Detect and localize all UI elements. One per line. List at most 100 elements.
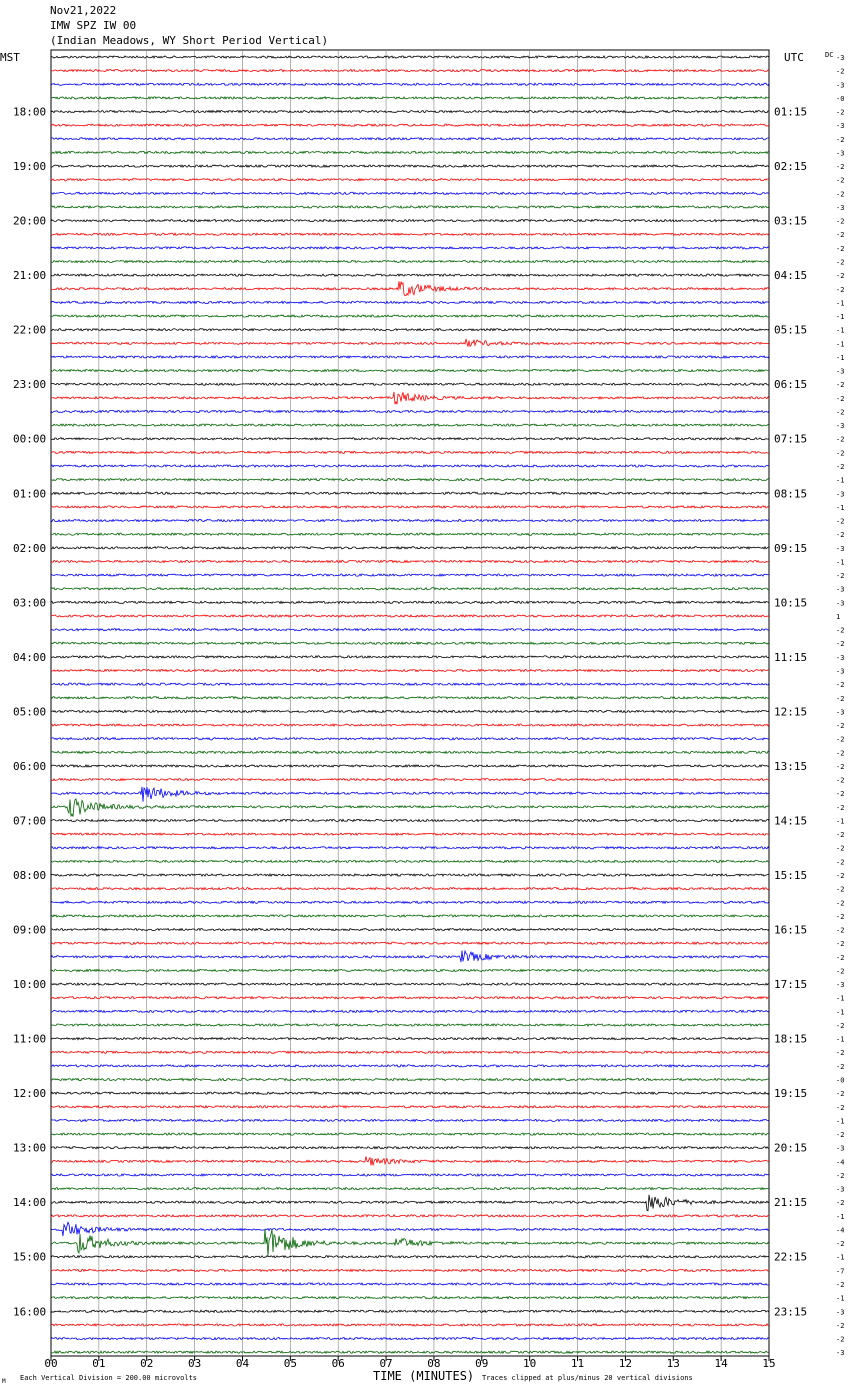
dc-offset-label: -2 [836, 231, 844, 239]
trace-row-95 [50, 1350, 770, 1355]
station-label: IMW SPZ IW 00 [50, 19, 137, 32]
dc-offset-label: -3 [836, 422, 844, 430]
dc-offset-label: -2 [836, 913, 844, 921]
trace-row-7 [50, 150, 770, 155]
trace-row-21 [50, 338, 770, 348]
utc-hour-label: 21:15 [774, 1196, 807, 1209]
dc-offset-label: -2 [836, 572, 844, 580]
trace-row-37 [50, 559, 770, 564]
dc-offset-label: -3 [836, 204, 844, 212]
trace-row-70 [50, 1009, 770, 1014]
dc-offset-label: -3 [836, 149, 844, 157]
dc-offset-label: -2 [836, 449, 844, 457]
mst-hour-label: 03:00 [13, 596, 46, 609]
utc-hour-label: 23:15 [774, 1305, 807, 1318]
utc-hour-label: 03:15 [774, 215, 807, 228]
scale-note: Each Vertical Division = 200.00 microvol… [20, 1374, 197, 1382]
trace-row-15 [50, 259, 770, 264]
trace-row-52 [50, 763, 770, 768]
trace-row-11 [50, 204, 770, 209]
trace-row-6 [50, 136, 770, 141]
trace-row-77 [50, 1104, 770, 1109]
dc-offset-label: -1 [836, 299, 844, 307]
dc-offset-label: -2 [836, 1104, 844, 1112]
utc-hour-label: 01:15 [774, 106, 807, 119]
mst-hour-label: 11:00 [13, 1033, 46, 1046]
mst-hour-label: 08:00 [13, 869, 46, 882]
dc-offset-label: -2 [836, 381, 844, 389]
dc-offset-label: -2 [836, 763, 844, 771]
trace-row-43 [50, 641, 770, 646]
trace-row-48 [51, 709, 770, 714]
trace-row-32 [50, 491, 770, 496]
dc-offset-label: -2 [836, 436, 844, 444]
x-tick-label: 11 [571, 1357, 584, 1370]
mst-hour-label: 21:00 [13, 269, 46, 282]
dc-offset-label: -3 [836, 668, 844, 676]
dc-offset-label: -2 [836, 1049, 844, 1057]
dc-offset-label: -2 [836, 927, 844, 935]
utc-hour-label: 09:15 [774, 542, 807, 555]
dc-offset-label: -3 [836, 54, 844, 62]
trace-row-18 [50, 300, 770, 305]
dc-offset-label: -2 [836, 872, 844, 880]
dc-offset-label: -2 [836, 177, 844, 185]
dc-offset-label: -1 [836, 313, 844, 321]
dc-offset-label: -3 [836, 545, 844, 553]
dc-offset-label: -2 [836, 1199, 844, 1207]
utc-hour-label: 15:15 [774, 869, 807, 882]
dc-offset-label: -1 [836, 477, 844, 485]
trace-row-84 [50, 1194, 770, 1212]
dc-offset-label: -2 [836, 109, 844, 117]
mst-hour-label: 10:00 [13, 978, 46, 991]
dc-offset-label: -2 [836, 1022, 844, 1030]
x-tick-label: 02 [140, 1357, 153, 1370]
dc-offset-label: -2 [836, 463, 844, 471]
dc-offset-label: -2 [836, 395, 844, 403]
trace-row-82 [50, 1172, 770, 1177]
dc-offset-label: -2 [836, 408, 844, 416]
trace-row-16 [50, 273, 770, 278]
traces [50, 54, 770, 1355]
plot-frame [50, 49, 770, 1357]
dc-offset-label: -2 [836, 736, 844, 744]
trace-row-55 [50, 798, 770, 818]
dc-offset-label: -2 [836, 1336, 844, 1344]
trace-row-71 [50, 1022, 770, 1027]
utc-hour-label: 19:15 [774, 1087, 807, 1100]
mst-hour-label: 18:00 [13, 106, 46, 119]
dc-offset-label: -1 [836, 1008, 844, 1016]
dc-offset-label: -2 [836, 899, 844, 907]
utc-hour-label: 20:15 [774, 1142, 807, 1155]
dc-offset-label: -3 [836, 708, 844, 716]
trace-row-4 [50, 109, 770, 114]
trace-row-87 [50, 1228, 770, 1257]
x-tick-label: 10 [523, 1357, 536, 1370]
dc-offset-label: -1 [836, 340, 844, 348]
trace-row-26 [50, 409, 770, 414]
trace-row-30 [50, 464, 770, 468]
trace-row-89 [50, 1268, 770, 1273]
x-tick-label: 15 [762, 1357, 775, 1370]
mst-hour-label: 13:00 [13, 1142, 46, 1155]
dc-offset-label: -2 [836, 831, 844, 839]
mst-hour-label: 14:00 [13, 1196, 46, 1209]
trace-row-12 [50, 218, 770, 223]
trace-row-80 [50, 1145, 770, 1150]
mst-hour-label: 16:00 [13, 1305, 46, 1318]
station-description: (Indian Meadows, WY Short Period Vertica… [50, 34, 329, 47]
dc-offset-label: -3 [836, 654, 844, 662]
x-tick-label: 12 [619, 1357, 632, 1370]
trace-row-83 [50, 1186, 770, 1191]
dc-offset-label: -2 [836, 245, 844, 253]
trace-row-85 [50, 1213, 769, 1218]
trace-row-50 [50, 736, 770, 741]
dc-offset-label: -1 [836, 354, 844, 362]
trace-row-36 [50, 545, 770, 550]
x-tick-label: 00 [44, 1357, 57, 1370]
mst-label: MST [0, 51, 20, 64]
x-tick-label: 07 [379, 1357, 392, 1370]
dc-offset-label: -2 [836, 681, 844, 689]
trace-row-88 [50, 1254, 770, 1259]
clip-note: Traces clipped at plus/minus 20 vertical… [482, 1374, 693, 1382]
